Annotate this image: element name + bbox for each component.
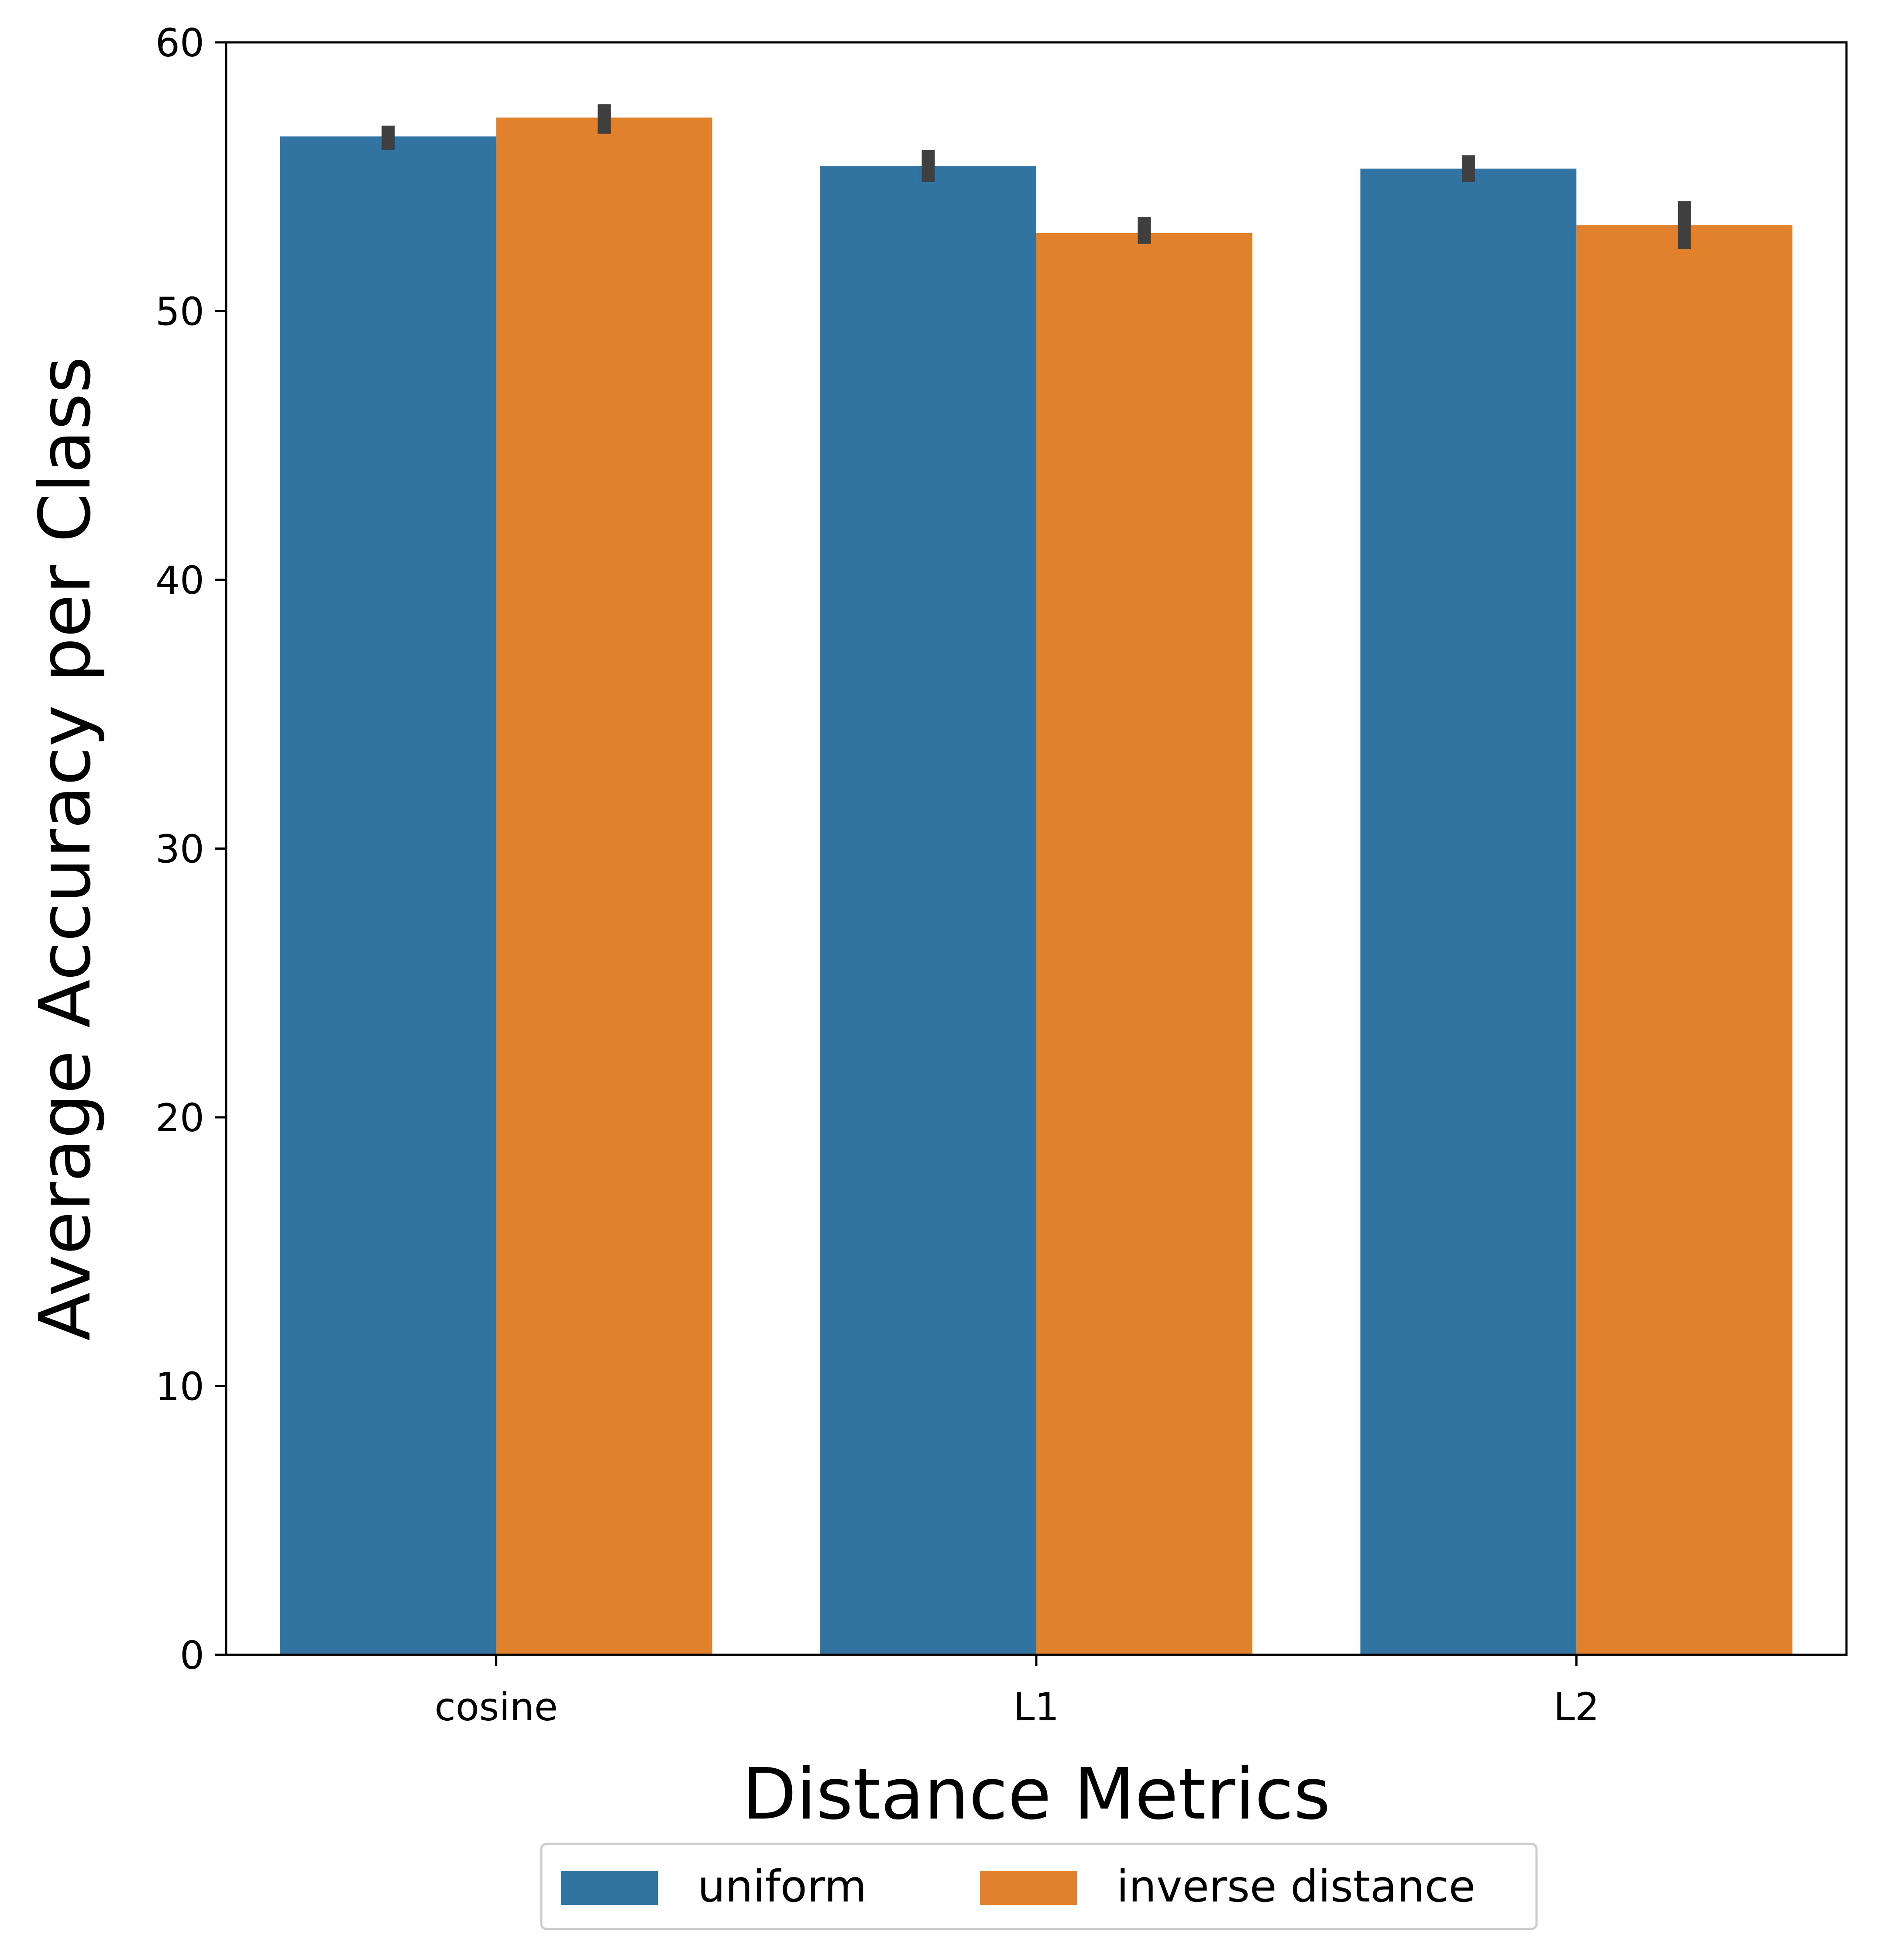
bar [280, 136, 496, 1655]
legend-swatch [980, 1871, 1077, 1905]
y-tick-label: 40 [155, 558, 204, 603]
y-axis-title: Average Accuracy per Class [24, 356, 107, 1341]
y-axis: 0 10 20 30 40 50 60 [155, 21, 226, 1678]
x-tick-label: L1 [1013, 1684, 1059, 1729]
x-axis-title: Distance Metrics [742, 1753, 1330, 1836]
bar [820, 166, 1036, 1655]
bar [1576, 225, 1793, 1655]
y-tick-label: 10 [155, 1364, 204, 1409]
error-bars-layer [382, 104, 1691, 249]
legend-swatch [561, 1871, 658, 1905]
x-tick-label: L2 [1554, 1684, 1599, 1729]
y-tick-label: 20 [155, 1095, 204, 1140]
bars-layer [280, 117, 1793, 1655]
bar [1036, 233, 1252, 1655]
legend: uniform inverse distance [540, 1843, 1538, 1930]
legend-label: inverse distance [1117, 1861, 1475, 1912]
y-tick-label: 0 [180, 1633, 204, 1678]
y-tick-label: 30 [155, 827, 204, 872]
legend-label: uniform [698, 1861, 867, 1912]
x-axis: cosine L1 L2 [434, 1655, 1599, 1729]
bar [1360, 169, 1577, 1655]
y-tick-label: 60 [155, 21, 204, 65]
x-tick-label: cosine [434, 1684, 557, 1729]
y-tick-label: 50 [155, 289, 204, 334]
bar [496, 117, 712, 1655]
